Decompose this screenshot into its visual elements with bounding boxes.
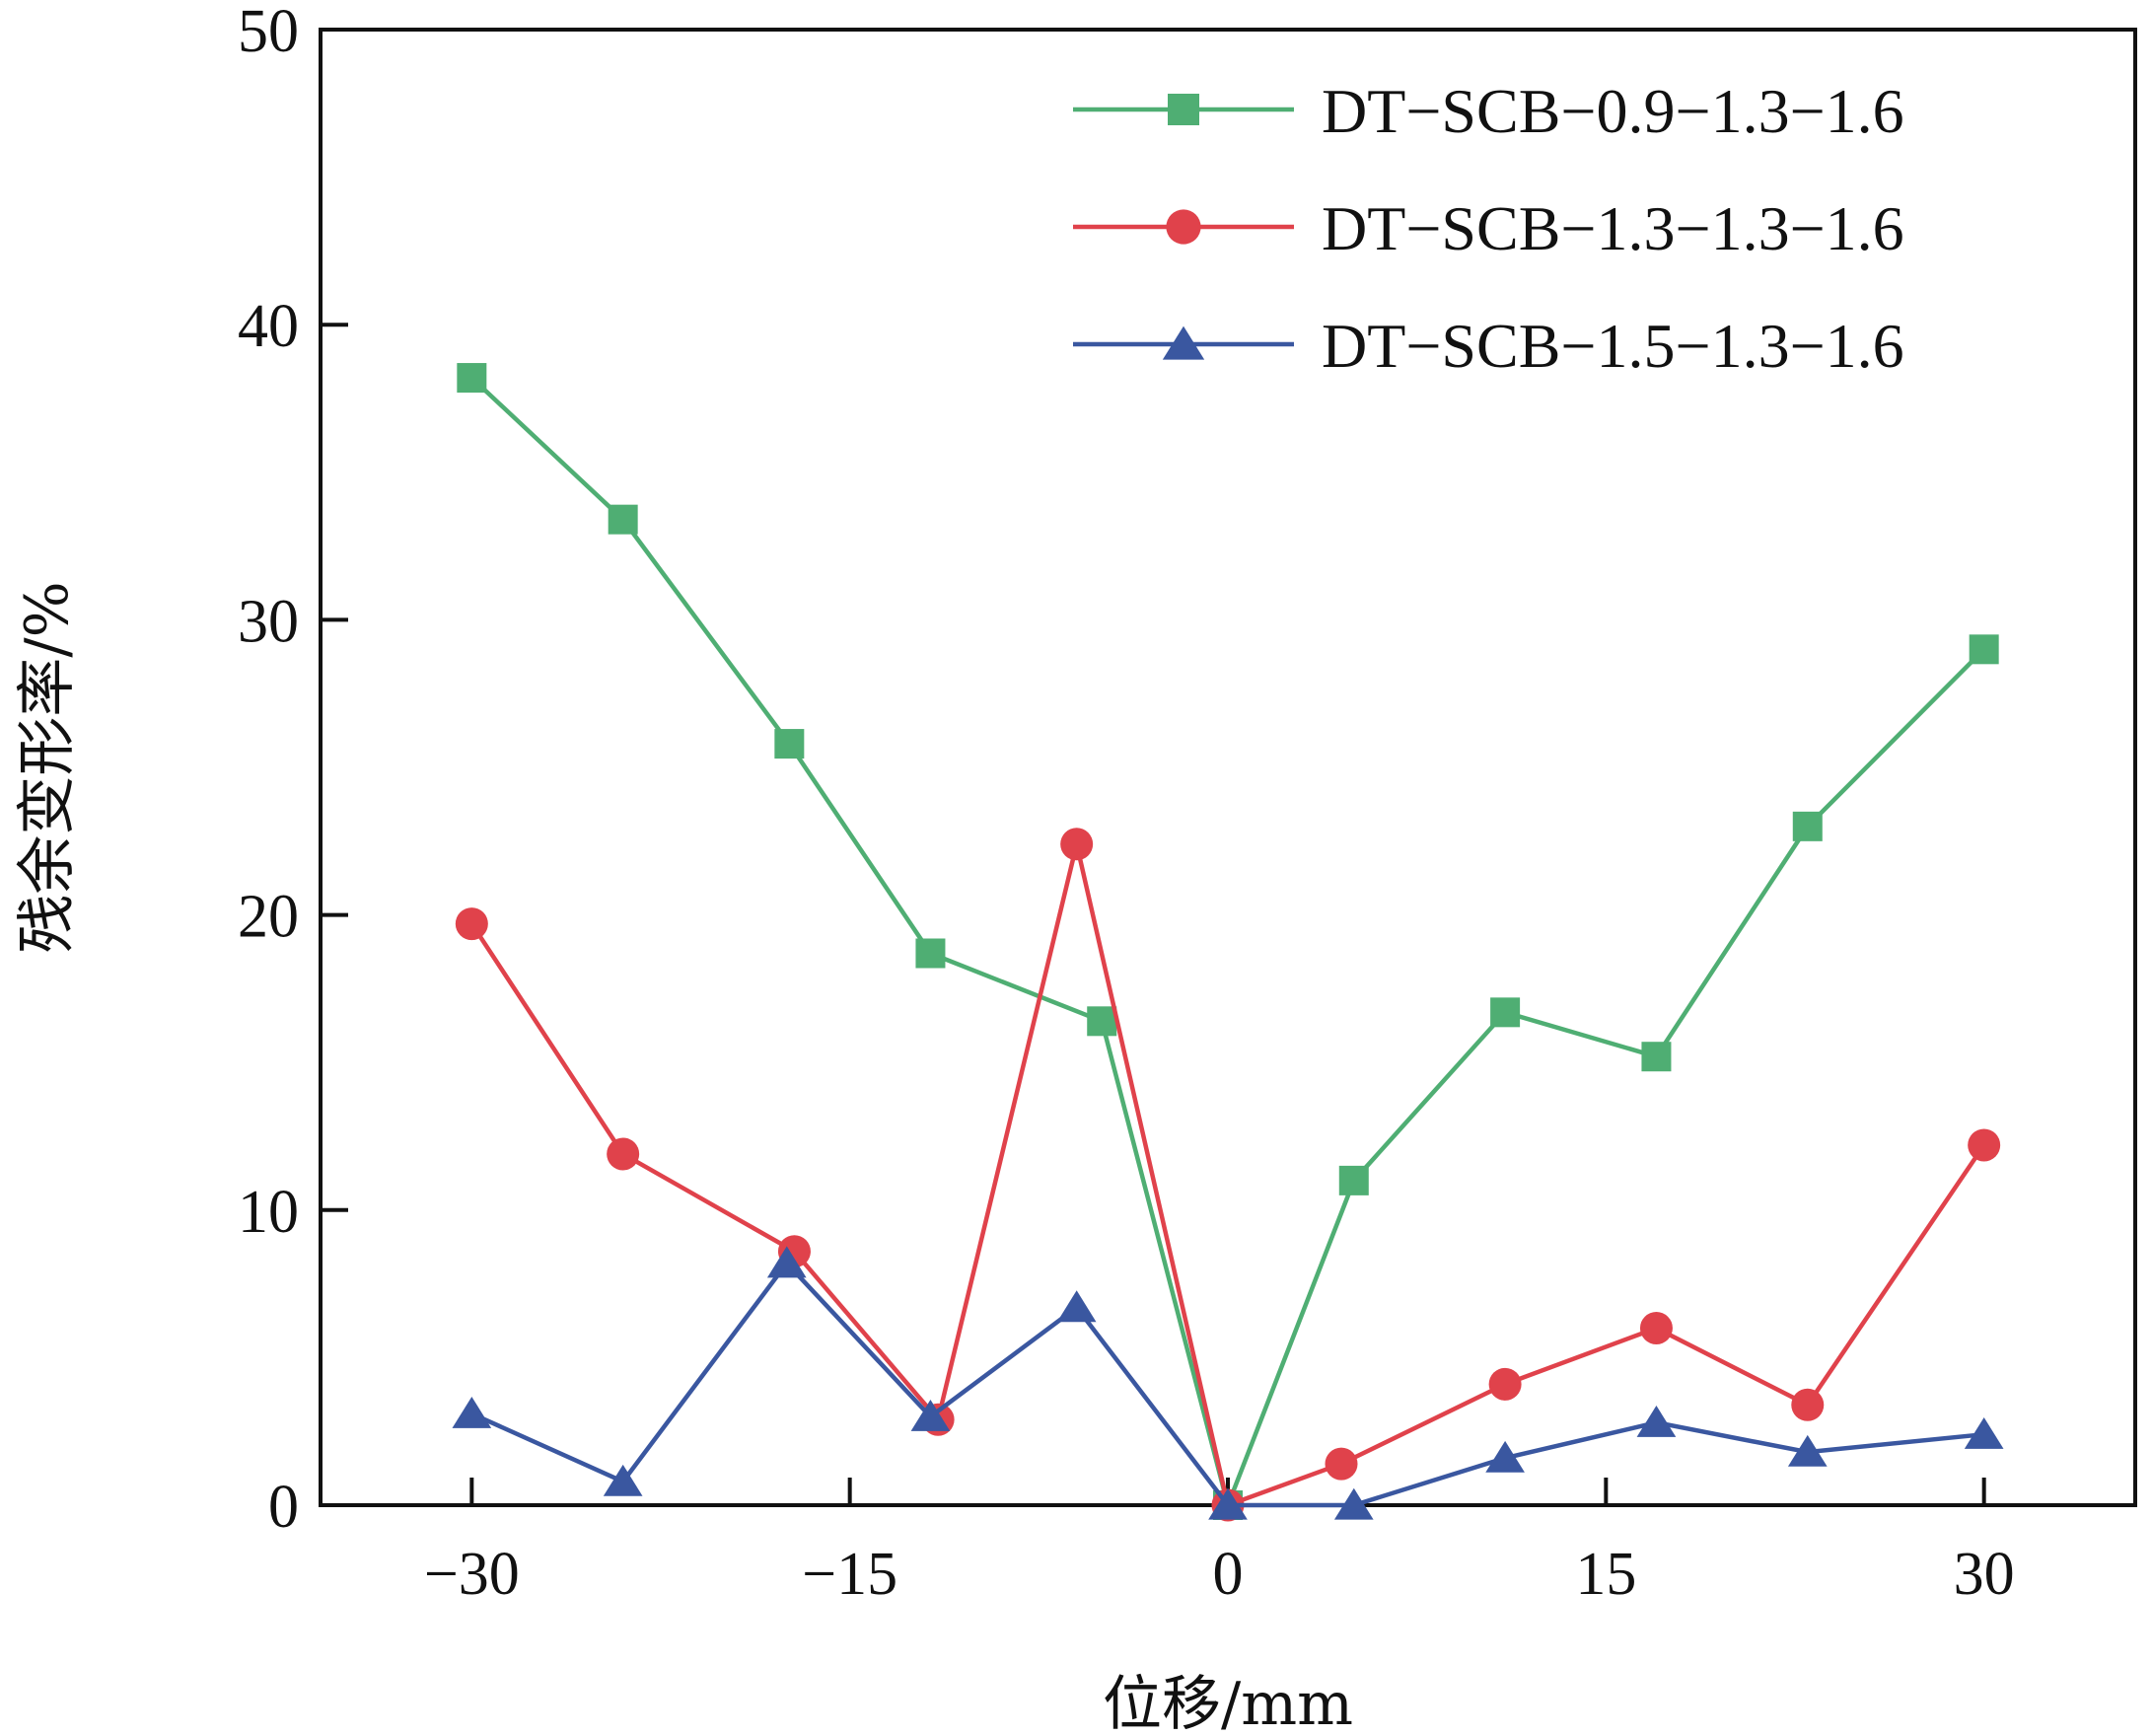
- legend: DT−SCB−0.9−1.3−1.6 DT−SCB−1.3−1.3−1.6 DT−S…: [1073, 76, 1904, 381]
- data-point: [1968, 1128, 2001, 1162]
- data-point: [766, 1246, 807, 1278]
- data-point: [1964, 1416, 2004, 1449]
- y-tick-label: 0: [268, 1474, 299, 1541]
- series-layer: [452, 363, 2004, 1522]
- data-point: [774, 729, 805, 760]
- legend-item: DT−SCB−0.9−1.3−1.6: [1073, 76, 1904, 146]
- x-axis-label: 位移/mm: [1103, 1670, 1353, 1736]
- x-tick-label: 0: [1213, 1541, 1244, 1608]
- y-tick-label: 50: [238, 0, 299, 65]
- data-point: [1636, 1405, 1677, 1437]
- legend-item: DT−SCB−1.3−1.3−1.6: [1073, 193, 1904, 263]
- legend-marker: [1162, 326, 1205, 360]
- legend-label: DT−SCB−1.3−1.3−1.6: [1322, 193, 1904, 263]
- x-tick-label: 30: [1954, 1541, 2015, 1608]
- data-point: [1787, 1434, 1828, 1467]
- data-point: [1338, 1165, 1369, 1195]
- series-3: [452, 1246, 2004, 1520]
- data-point: [455, 907, 488, 941]
- x-tick-label: −15: [802, 1541, 897, 1608]
- x-tick-label: −30: [424, 1541, 520, 1608]
- data-point: [1087, 1006, 1117, 1037]
- data-point: [1056, 1290, 1097, 1323]
- data-point: [910, 1399, 951, 1431]
- axis-ticks: −30 −15 0 15 30 0 10 20 30 40 50: [238, 0, 2015, 1608]
- x-tick-label: 15: [1575, 1541, 1636, 1608]
- data-point: [1208, 1487, 1248, 1520]
- data-point: [1641, 1042, 1672, 1072]
- series-line: [469, 376, 1986, 1513]
- data-point: [1792, 811, 1823, 841]
- data-point: [1969, 634, 1999, 665]
- data-point: [1325, 1447, 1358, 1481]
- y-tick-label: 30: [238, 588, 299, 655]
- legend-label: DT−SCB−1.5−1.3−1.6: [1322, 311, 1904, 381]
- legend-marker: [1166, 209, 1201, 245]
- data-point: [1488, 1367, 1522, 1401]
- legend-marker: [1168, 94, 1199, 125]
- series-2: [455, 828, 2001, 1522]
- data-point: [915, 938, 946, 969]
- y-tick-label: 10: [238, 1179, 299, 1246]
- y-tick-label: 20: [238, 884, 299, 951]
- legend-label: DT−SCB−0.9−1.3−1.6: [1322, 76, 1904, 146]
- series-1: [457, 363, 1999, 1520]
- data-point: [1333, 1487, 1374, 1520]
- y-axis-label: 残余变形率/%: [13, 581, 82, 953]
- series-line: [469, 843, 1986, 1508]
- series-line: [470, 1260, 1984, 1508]
- data-point: [1060, 828, 1094, 861]
- data-point: [608, 504, 638, 535]
- data-point: [1791, 1388, 1825, 1421]
- data-point: [457, 363, 487, 394]
- data-point: [1490, 997, 1521, 1028]
- data-point: [1639, 1311, 1673, 1344]
- data-point: [1485, 1440, 1525, 1473]
- legend-item: DT−SCB−1.5−1.3−1.6: [1073, 311, 1904, 381]
- data-point: [603, 1464, 643, 1496]
- y-tick-label: 40: [238, 293, 299, 360]
- data-point: [452, 1396, 492, 1428]
- data-point: [607, 1137, 640, 1171]
